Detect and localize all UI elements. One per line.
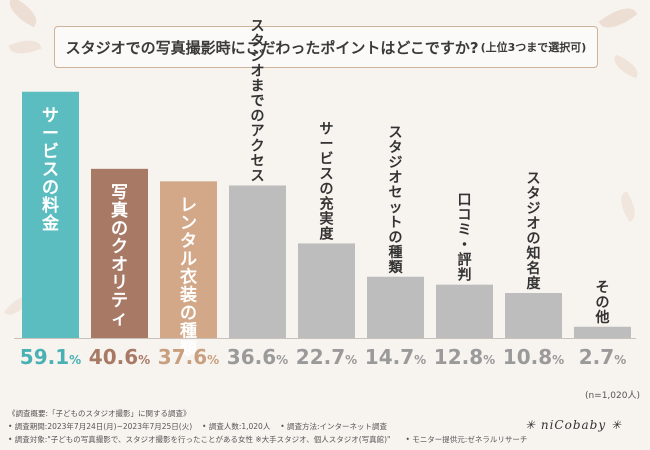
value-label: 40.6%	[89, 345, 150, 369]
value-label: 36.6%	[227, 345, 288, 369]
value-label: 22.7%	[296, 345, 357, 369]
bar-9	[574, 326, 631, 338]
bar-3	[160, 181, 217, 338]
bar-8	[505, 293, 562, 338]
value-label: 14.7%	[365, 345, 426, 369]
value-label: 10.8%	[503, 345, 564, 369]
bar-7	[436, 284, 493, 338]
value-label: 59.1%	[20, 345, 81, 369]
sample-size: (n=1,020人)	[584, 391, 640, 401]
chart-subtitle: (上位3つまで選択可)	[480, 41, 587, 54]
value-label: 37.6%	[158, 345, 219, 369]
survey-overview: 《調査概要:「子どものスタジオ撮影」に関する調査》	[8, 409, 191, 418]
bar-5	[298, 243, 355, 338]
category-label: その他	[595, 280, 610, 326]
value-label: 12.8%	[434, 345, 495, 369]
category-label: スタジオセットの種類	[388, 125, 404, 276]
category-label: レンタル衣装の種類	[179, 195, 198, 359]
chart-title-box: スタジオでの写真撮影時にこだわったポイントはどこですか? (上位3つまで選択可)	[54, 26, 598, 68]
bar-6	[367, 276, 424, 338]
brand-logo: ✳ niCobaby ✳	[524, 418, 622, 432]
category-label: サービスの料金	[41, 106, 60, 234]
chart-title: スタジオでの写真撮影時にこだわったポイントはどこですか?	[65, 38, 479, 57]
bar-2	[91, 168, 148, 338]
category-label: サービスの充実度	[320, 121, 335, 242]
bar-4	[229, 185, 286, 338]
survey-target: • 調査対象:"子どもの写真撮影で、スタジオ撮影を行ったことがある女性 ※大手ス…	[8, 435, 528, 444]
survey-details: • 調査期間:2023年7月24日(月)~2023年7月25日(火) • 調査人…	[8, 422, 388, 431]
bar-1	[22, 91, 79, 338]
category-label: 写真のクオリティ	[111, 183, 128, 329]
category-label: 口コミ・評判	[458, 193, 472, 284]
category-label: スタジオの知名度	[527, 171, 542, 292]
category-label: スタジオまでのアクセス	[251, 19, 265, 185]
value-label: 2.7%	[579, 345, 626, 369]
